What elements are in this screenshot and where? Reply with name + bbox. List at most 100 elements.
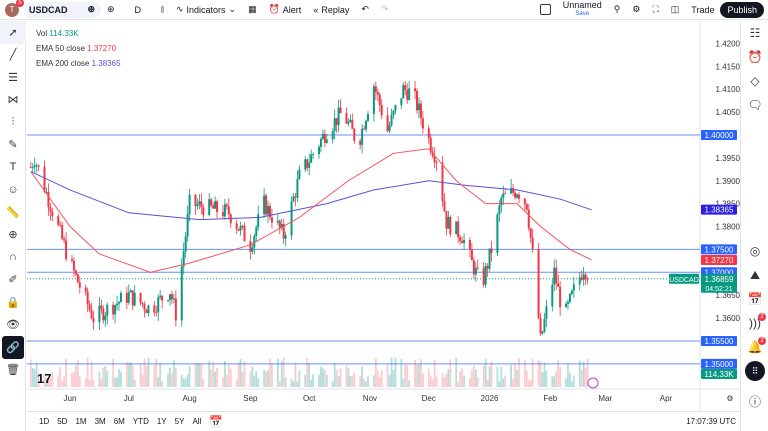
candle-body: [102, 308, 105, 321]
add-symbol-icon[interactable]: ⊕: [87, 4, 95, 14]
chart-canvas[interactable]: 1.42000 1.41500 1.41000 1.40500 1.39500 1.390…: [27, 21, 740, 411]
lock-icon[interactable]: 🔒: [6, 296, 20, 309]
candle-body: [214, 201, 217, 209]
range-1y[interactable]: 1Y: [156, 417, 167, 426]
range-5d[interactable]: 5D: [57, 417, 68, 426]
volume-bar: [486, 379, 489, 387]
apps-icon[interactable]: ⠿: [741, 359, 768, 383]
range-6m[interactable]: 6M: [113, 417, 125, 426]
volume-bar: [298, 370, 301, 387]
alarm-clock-icon[interactable]: ⏰: [747, 50, 763, 64]
indicators-button[interactable]: ∿ Indicators ⌄: [175, 4, 237, 15]
chart-type-icon[interactable]: ⫾: [161, 4, 164, 14]
legend-ema50[interactable]: EMA 50 close 1.37270: [36, 44, 117, 53]
calendar-icon[interactable]: 📅: [747, 292, 763, 306]
volume-bar: [361, 366, 364, 387]
range-1d[interactable]: 1D: [39, 417, 50, 426]
volume-bar: [502, 378, 505, 387]
layout-checkbox[interactable]: [534, 0, 557, 20]
text-icon[interactable]: T: [9, 161, 17, 174]
trade-button[interactable]: Trade: [691, 4, 715, 15]
eye-icon[interactable]: 👁: [6, 319, 20, 332]
alert-button[interactable]: ⏰ Alert: [268, 4, 302, 15]
candle-body: [159, 295, 162, 298]
volume-bar: [553, 376, 556, 387]
templates-icon[interactable]: ▦: [248, 4, 257, 14]
range-1m[interactable]: 1M: [75, 417, 87, 426]
range-3m[interactable]: 3M: [94, 417, 106, 426]
volume-bar: [257, 377, 260, 387]
publish-button[interactable]: Publish: [720, 1, 764, 18]
candle-body: [257, 214, 260, 228]
utc-clock[interactable]: 17:07:39 UTC: [686, 417, 736, 426]
axis-settings-icon: ⚙: [726, 394, 733, 403]
zoom-icon[interactable]: ⊕: [8, 229, 18, 242]
layers-icon[interactable]: ◇: [750, 74, 760, 88]
redo-icon[interactable]: ↷: [380, 4, 389, 14]
volume-bar: [514, 363, 516, 387]
candle-body: [131, 290, 134, 306]
fullscreen-icon[interactable]: ⛶: [652, 4, 659, 14]
range-ytd[interactable]: YTD: [132, 417, 149, 426]
volume-bar: [202, 378, 205, 387]
volume-bar: [45, 378, 48, 387]
volume-bar: [586, 358, 589, 387]
link-icon[interactable]: 🔗: [2, 336, 24, 359]
candle-body: [267, 205, 270, 215]
forecast-icon[interactable]: ⫶: [11, 115, 15, 128]
volume-bar: [167, 373, 169, 387]
stay-drawing-icon[interactable]: ✐: [8, 274, 18, 287]
streams-icon[interactable]: ))) 2: [741, 311, 768, 335]
candle-body: [33, 165, 36, 168]
emoji-icon[interactable]: ☺: [7, 183, 19, 196]
brush-icon[interactable]: ✎: [8, 139, 18, 152]
candle-body: [43, 166, 46, 192]
trend-line-icon[interactable]: ╱: [9, 49, 17, 62]
candle-body: [129, 290, 132, 293]
target-icon[interactable]: ◎: [749, 244, 761, 258]
chat-icon[interactable]: 🗨: [747, 98, 763, 112]
volume-bar: [223, 361, 226, 387]
compare-button[interactable]: ⊕: [107, 4, 115, 14]
legend-ema200[interactable]: EMA 200 close 1.38365: [36, 59, 121, 68]
watchlist-icon[interactable]: ☷: [749, 26, 761, 40]
bell-icon[interactable]: 🔔 2: [741, 335, 768, 359]
volume-bar: [347, 368, 350, 387]
pattern-icon[interactable]: ⋈: [7, 94, 19, 107]
cursor-icon[interactable]: ➚: [0, 21, 26, 44]
volume-bar: [35, 362, 38, 387]
range-5y[interactable]: 5Y: [174, 417, 185, 426]
ema200-line: [30, 171, 592, 221]
interval-button[interactable]: D: [134, 4, 142, 15]
volume-bar: [76, 360, 79, 387]
candle-body: [90, 309, 93, 319]
ideas-icon[interactable]: ⛰: [749, 267, 761, 282]
symbol-search[interactable]: USDCAD ⊕: [23, 1, 101, 18]
help-icon[interactable]: ⓘ: [748, 394, 761, 409]
search-icon[interactable]: ⚲: [613, 4, 621, 14]
volume-bar: [510, 364, 513, 387]
settings-icon[interactable]: ⚙: [632, 4, 641, 14]
undo-icon[interactable]: ↶: [361, 4, 369, 14]
fib-icon[interactable]: ☰: [8, 71, 18, 84]
goto-date-icon[interactable]: 📅: [209, 416, 224, 428]
camera-icon[interactable]: ◫: [670, 4, 680, 14]
candle-body: [408, 88, 411, 100]
candle-body: [47, 191, 50, 208]
volume-bar: [73, 371, 75, 387]
volume-bar: [269, 358, 271, 387]
layout-name[interactable]: Unnamed Save: [562, 0, 602, 17]
trash-icon[interactable]: 🗑: [6, 364, 20, 377]
volume-bar: [400, 359, 403, 387]
replay-button[interactable]: «Replay: [313, 4, 350, 15]
volume-bar: [580, 370, 583, 387]
volume-bar: [78, 376, 81, 387]
hline-price-tag: 1.35000: [705, 360, 734, 369]
range-all[interactable]: All: [192, 417, 202, 426]
volume-bar: [539, 361, 542, 387]
volume-bar: [541, 372, 544, 387]
legend-volume[interactable]: Vol 114.33K: [36, 29, 79, 38]
magnet-icon[interactable]: ∩: [9, 251, 17, 264]
ruler-icon[interactable]: 📏: [6, 206, 20, 219]
